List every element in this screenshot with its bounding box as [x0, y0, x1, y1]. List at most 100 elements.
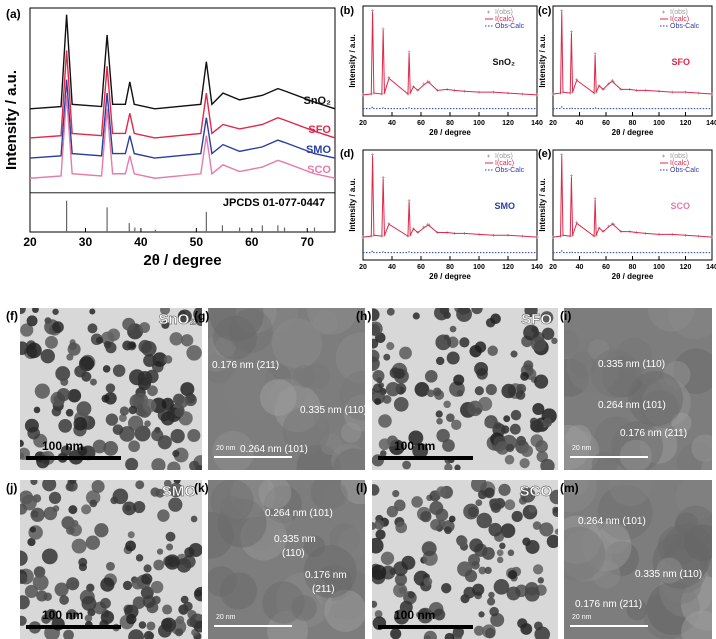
x-tick-label: 60	[417, 120, 425, 127]
series-line	[553, 105, 712, 110]
particle	[313, 402, 345, 433]
scale-bar-label: 100 nm	[394, 439, 435, 453]
particle	[67, 342, 81, 356]
particle	[177, 309, 192, 324]
particle	[101, 394, 110, 403]
particle	[591, 451, 618, 470]
lattice-annotation: 0.335 nm (110)	[300, 405, 367, 416]
x-tick-label: 140	[531, 120, 543, 127]
particle	[540, 458, 555, 470]
particle	[414, 382, 430, 397]
particle	[41, 614, 51, 624]
particle	[67, 388, 82, 403]
particle	[20, 595, 30, 610]
legend-label: Obs-Calc	[670, 23, 700, 30]
particle	[186, 617, 196, 627]
particle	[43, 506, 58, 521]
particle	[335, 332, 365, 384]
scale-bar	[570, 456, 648, 458]
particle	[525, 581, 539, 596]
legend-label: I(obs)	[495, 9, 513, 16]
particle	[69, 480, 77, 485]
lattice-annotation: 0.176 nm (211)	[620, 428, 687, 439]
x-tick-label: 100	[653, 120, 665, 127]
particle	[402, 460, 411, 470]
micrograph	[372, 480, 558, 639]
particle	[151, 429, 164, 442]
particle	[95, 336, 104, 344]
particle	[182, 601, 193, 612]
lattice-annotation: 0.264 nm (101)	[240, 444, 308, 455]
particle	[474, 361, 489, 376]
particle	[41, 548, 58, 565]
particle	[161, 618, 173, 630]
particle	[509, 423, 521, 435]
series-label: SCO	[307, 164, 331, 176]
texture	[20, 480, 202, 639]
particle	[184, 547, 195, 558]
particle	[259, 379, 297, 416]
particle	[523, 324, 540, 341]
particle	[20, 308, 26, 315]
particle	[180, 334, 194, 347]
particle	[533, 564, 544, 575]
particle	[436, 486, 447, 497]
particle	[504, 454, 515, 465]
series-line	[29, 95, 336, 179]
particle	[590, 349, 640, 398]
particle	[141, 573, 153, 585]
legend-swatch	[487, 10, 490, 14]
particle	[190, 515, 198, 523]
particle	[485, 627, 496, 639]
legend-label: Obs-Calc	[495, 167, 525, 174]
particle	[105, 413, 119, 426]
particle	[524, 308, 538, 317]
sample-label: SFO	[671, 57, 690, 67]
legend-swatch	[487, 154, 490, 158]
particle	[681, 610, 712, 639]
particle	[459, 337, 470, 348]
particle	[103, 441, 119, 456]
particle	[138, 339, 152, 354]
particle	[40, 349, 55, 364]
x-tick-label: 20	[359, 120, 367, 127]
particle	[564, 329, 580, 355]
particle	[507, 549, 515, 557]
x-tick-label: 120	[680, 120, 692, 127]
particle	[484, 418, 495, 428]
particle	[412, 312, 420, 320]
particle	[128, 440, 141, 453]
particle	[564, 526, 606, 581]
particle	[451, 630, 463, 639]
particle	[534, 374, 549, 389]
particle	[164, 554, 180, 570]
legend-label: I(obs)	[670, 153, 688, 160]
particle	[143, 354, 157, 367]
particle	[110, 496, 118, 505]
particle	[189, 460, 200, 470]
particle	[42, 480, 57, 492]
scale-bar-label: 20 nm	[572, 614, 592, 621]
series-line	[29, 79, 336, 159]
particle	[490, 612, 505, 627]
particle	[74, 365, 87, 378]
particle	[24, 418, 39, 433]
particle	[392, 490, 400, 498]
series-line	[362, 155, 538, 238]
particle	[54, 582, 69, 597]
particle	[143, 564, 152, 573]
scale-bar-label: 20 nm	[572, 445, 592, 452]
texture	[372, 308, 558, 470]
particle	[499, 542, 506, 550]
particle	[519, 458, 530, 469]
particle	[180, 382, 195, 397]
scale-bar-label: 20 nm	[216, 614, 236, 621]
particle	[475, 499, 483, 507]
sample-label: SMO	[494, 201, 515, 211]
particle	[119, 406, 129, 416]
particle	[441, 582, 452, 594]
particle	[165, 531, 176, 542]
particle	[303, 545, 357, 599]
sample-label: SnO₂	[159, 311, 197, 328]
particle	[420, 511, 432, 523]
